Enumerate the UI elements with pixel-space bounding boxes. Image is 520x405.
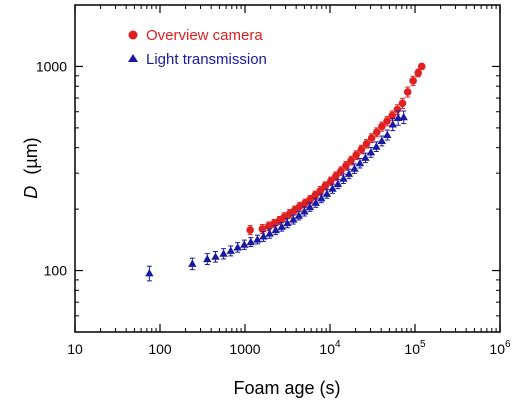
- data-point: [344, 169, 354, 177]
- data-point: [352, 151, 360, 159]
- x-tick-label: 10: [67, 341, 83, 357]
- y-tick-label: 1000: [36, 58, 67, 74]
- data-point: [203, 254, 212, 263]
- data-point: [366, 148, 376, 156]
- data-point: [321, 182, 330, 190]
- x-tick-label: 100: [148, 341, 172, 357]
- data-point: [331, 172, 340, 180]
- data-point: [306, 195, 315, 204]
- data-point: [211, 252, 220, 260]
- data-point: [300, 207, 309, 215]
- data-point: [311, 191, 320, 199]
- data-point: [350, 164, 359, 172]
- data-point: [378, 122, 386, 131]
- data-point: [246, 237, 255, 246]
- axis-ticks: [74, 4, 501, 333]
- legend: Overview camera Light transmission: [128, 27, 267, 68]
- plot-frame: [74, 4, 501, 333]
- data-point: [265, 229, 274, 237]
- x-tick-label: 105: [404, 339, 426, 357]
- data-point: [383, 117, 391, 125]
- data-series: [145, 62, 426, 282]
- y-axis-title-unit: (µm): [21, 137, 41, 174]
- data-point: [317, 194, 326, 202]
- data-point: [240, 240, 249, 248]
- data-point: [362, 139, 371, 148]
- data-point: [322, 189, 332, 197]
- data-point: [253, 235, 262, 243]
- data-point: [326, 177, 335, 186]
- data-point: [403, 88, 412, 96]
- data-point: [328, 184, 337, 192]
- data-point: [361, 153, 370, 161]
- data-point: [316, 186, 325, 195]
- legend-marker-overview-camera: [128, 30, 138, 40]
- data-point: [337, 167, 345, 175]
- data-point: [145, 269, 154, 277]
- x-tick-label: 106: [489, 339, 511, 357]
- data-point: [258, 225, 267, 233]
- data-point: [277, 222, 286, 230]
- data-point: [367, 134, 376, 142]
- data-point: [372, 128, 381, 137]
- legend-label-overview-camera: Overview camera: [146, 27, 263, 44]
- data-point: [339, 174, 348, 182]
- data-point: [271, 225, 280, 234]
- data-point: [333, 179, 343, 187]
- data-point: [357, 145, 366, 154]
- data-point: [311, 198, 320, 206]
- x-axis-title: Foam age (s): [233, 378, 340, 398]
- data-point: [355, 158, 365, 167]
- data-point: [233, 243, 242, 251]
- svg-text:D (µm): D (µm): [21, 137, 41, 198]
- data-point: [388, 111, 396, 120]
- data-point: [372, 142, 381, 150]
- data-point: [342, 162, 350, 170]
- data-point: [414, 69, 422, 77]
- data-point: [246, 226, 254, 234]
- y-axis-title-main: D: [21, 186, 41, 199]
- data-point: [289, 215, 298, 223]
- data-point: [294, 211, 304, 219]
- data-point: [409, 77, 417, 85]
- series-overview-camera: [246, 62, 426, 236]
- data-point: [305, 202, 315, 211]
- axis-tick-labels: 10 100 1000 104 105 106 100 1000: [36, 58, 511, 357]
- data-point: [417, 62, 426, 71]
- data-point: [347, 156, 355, 165]
- y-axis-title: D (µm): [21, 137, 41, 198]
- data-point: [399, 112, 408, 121]
- x-tick-label: 104: [319, 339, 341, 357]
- data-point: [398, 99, 407, 108]
- data-point: [393, 105, 402, 114]
- data-point: [219, 249, 228, 257]
- legend-label-light-transmission: Light transmission: [146, 51, 267, 68]
- data-point: [295, 202, 304, 211]
- series-light-transmission: [145, 110, 408, 282]
- data-point: [283, 218, 292, 227]
- data-point: [388, 120, 397, 128]
- x-tick-label: 1000: [229, 341, 260, 357]
- legend-marker-light-transmission: [128, 54, 138, 62]
- data-point: [383, 130, 392, 139]
- data-point: [226, 246, 235, 254]
- data-point: [377, 136, 387, 144]
- y-tick-label: 100: [44, 263, 68, 279]
- data-point: [188, 259, 197, 267]
- data-point: [259, 232, 268, 240]
